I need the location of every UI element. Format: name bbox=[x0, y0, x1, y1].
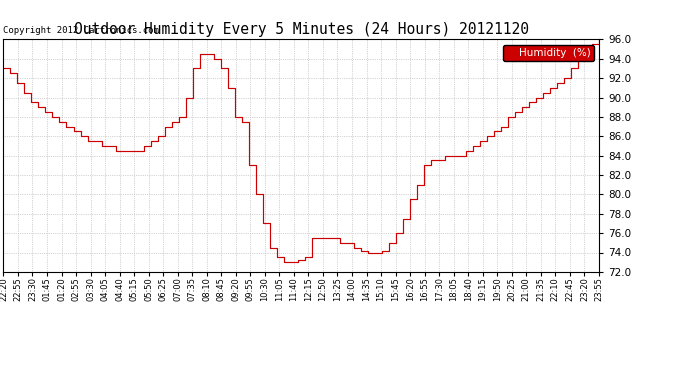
Legend: Humidity  (%): Humidity (%) bbox=[503, 45, 593, 61]
Text: Copyright 2012 Cartronics.com: Copyright 2012 Cartronics.com bbox=[3, 26, 159, 35]
Title: Outdoor Humidity Every 5 Minutes (24 Hours) 20121120: Outdoor Humidity Every 5 Minutes (24 Hou… bbox=[74, 22, 529, 37]
